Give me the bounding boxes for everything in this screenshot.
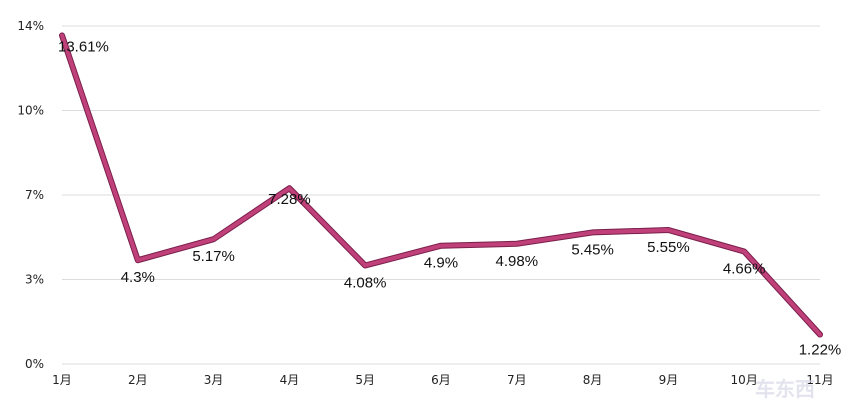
- x-tick-label: 10月: [731, 373, 758, 387]
- y-tick-label: 3%: [25, 273, 44, 287]
- x-tick-label: 11月: [806, 373, 833, 387]
- x-tick-label: 6月: [431, 373, 451, 387]
- x-tick-label: 5月: [355, 373, 375, 387]
- y-axis: 0% 3% 7% 10% 14%: [17, 19, 44, 371]
- data-label: 5.45%: [571, 241, 614, 258]
- data-label: 4.08%: [344, 274, 387, 291]
- x-axis: 1月 2月 3月 4月 5月 6月 7月 8月 9月 10月 11月: [52, 373, 833, 387]
- data-label: 13.61%: [58, 38, 109, 55]
- gridlines: [62, 25, 820, 365]
- y-tick-label: 10%: [17, 104, 44, 118]
- y-tick-label: 14%: [17, 19, 44, 33]
- series-line-path: [60, 33, 822, 337]
- y-tick-label: 0%: [25, 357, 44, 371]
- data-label: 5.55%: [647, 239, 690, 256]
- x-tick-label: 3月: [204, 373, 224, 387]
- data-label: 4.9%: [424, 255, 458, 272]
- x-tick-label: 7月: [507, 373, 527, 387]
- x-tick-label: 4月: [280, 373, 300, 387]
- series-line: [59, 32, 823, 338]
- data-label: 5.17%: [192, 248, 235, 265]
- x-tick-label: 2月: [128, 373, 148, 387]
- x-tick-label: 9月: [659, 373, 679, 387]
- data-label: 4.3%: [121, 269, 155, 286]
- data-label: 7.28%: [268, 191, 311, 208]
- series-line-outline: [59, 32, 823, 338]
- y-tick-label: 7%: [25, 188, 44, 202]
- x-tick-label: 8月: [583, 373, 603, 387]
- data-label: 4.66%: [723, 260, 766, 277]
- data-label: 4.98%: [496, 253, 539, 270]
- data-labels: 13.61% 4.3% 5.17% 7.28% 4.08% 4.9% 4.98% 5.45% 5…: [58, 38, 841, 358]
- x-tick-label: 1月: [52, 373, 72, 387]
- data-label: 1.22%: [799, 342, 842, 359]
- watermark: 车东西: [755, 377, 815, 401]
